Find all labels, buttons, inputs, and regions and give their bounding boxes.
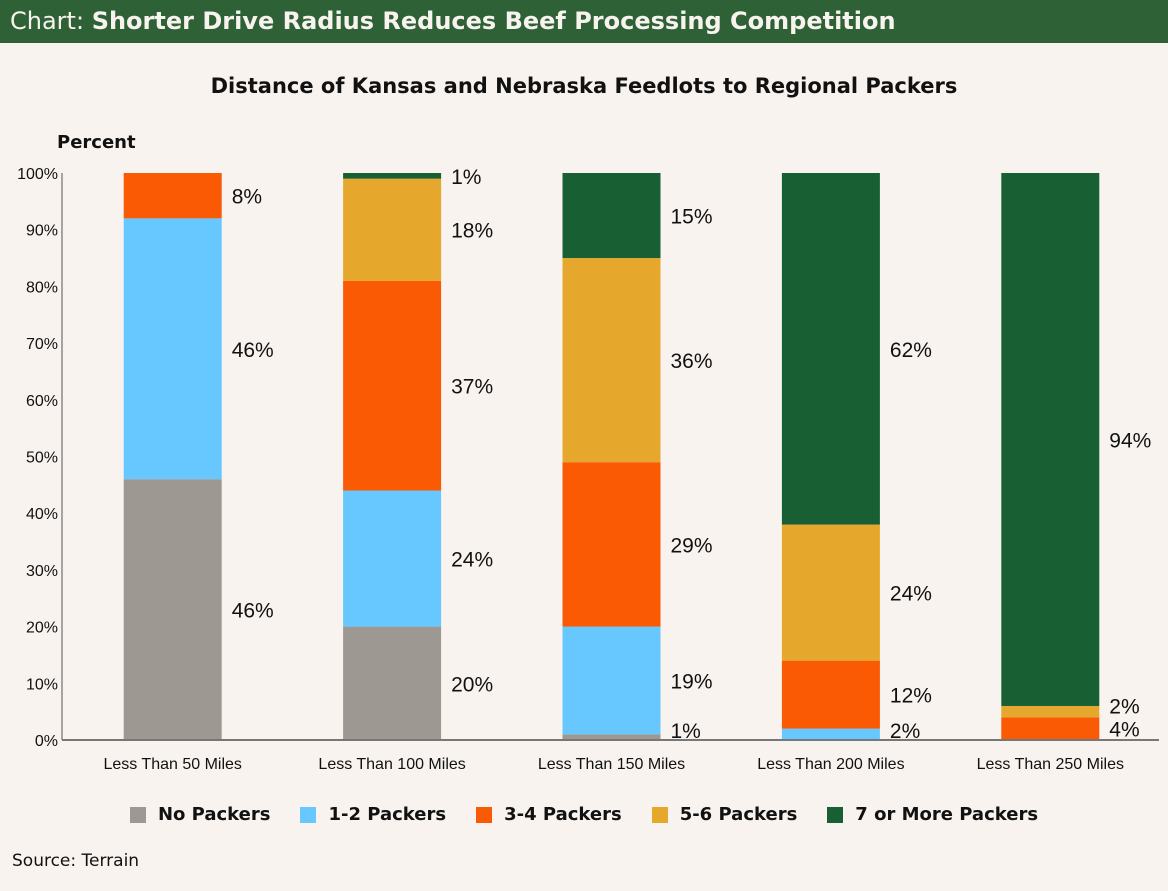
data-label: 8% [232, 186, 262, 209]
bar-segment [781, 173, 880, 525]
legend-swatch [651, 806, 668, 823]
header-title: Shorter Drive Radius Reduces Beef Proces… [91, 7, 896, 35]
data-label: 24% [451, 549, 493, 572]
bar-segment [343, 626, 442, 740]
data-label: 2% [890, 720, 920, 743]
legend-item: 3-4 Packers [476, 804, 622, 825]
y-tick-label: 10% [26, 676, 58, 693]
bar-segment [562, 173, 661, 259]
y-tick-label: 80% [26, 279, 58, 296]
bar-segment [562, 626, 661, 735]
bar-segment [343, 490, 442, 627]
data-label: 94% [1109, 429, 1151, 452]
data-label: 46% [232, 339, 274, 362]
x-tick-label: Less Than 250 Miles [977, 756, 1124, 773]
legend-label: No Packers [157, 804, 271, 825]
data-label: 4% [1109, 719, 1139, 742]
bar-segment [343, 178, 442, 281]
data-label: 24% [890, 583, 932, 606]
data-label: 20% [451, 673, 493, 696]
bar-segment [781, 728, 880, 740]
bar-segment [1001, 717, 1100, 740]
bar-segment [1001, 173, 1100, 706]
y-tick-label: 100% [17, 166, 58, 183]
data-label: 29% [671, 534, 713, 557]
bar-segment [781, 524, 880, 661]
y-tick-label: 50% [26, 450, 58, 467]
y-tick-label: 40% [26, 506, 58, 523]
legend-swatch [129, 806, 146, 823]
header-prefix: Chart: [10, 7, 85, 35]
legend-swatch [827, 806, 844, 823]
bar-segment [343, 173, 442, 179]
legend-item: 1-2 Packers [300, 804, 446, 825]
bar-segment [1001, 705, 1100, 718]
legend-label: 3-4 Packers [504, 804, 622, 825]
y-tick-label: 70% [26, 336, 58, 353]
x-tick-label: Less Than 150 Miles [538, 756, 685, 773]
bar-segment [781, 660, 880, 729]
y-tick-label: 0% [35, 733, 58, 750]
legend-item: 5-6 Packers [651, 804, 798, 825]
data-label: 19% [671, 670, 713, 693]
source-note: Source: Terrain [12, 851, 140, 871]
bar-segment [123, 479, 222, 740]
y-axis-label: Percent [57, 132, 136, 153]
data-label: 15% [671, 206, 713, 229]
legend-swatch [476, 806, 493, 823]
legend-item: 7 or More Packers [827, 804, 1038, 825]
legend-label: 7 or More Packers [855, 804, 1039, 825]
data-label: 37% [451, 376, 493, 399]
data-label: 1% [451, 166, 481, 189]
chart-title: Distance of Kansas and Nebraska Feedlots… [210, 74, 958, 98]
bar-segment [343, 280, 442, 491]
y-tick-label: 30% [26, 563, 58, 580]
y-tick-label: 90% [26, 223, 58, 240]
x-tick-label: Less Than 50 Miles [103, 756, 241, 773]
data-label: 18% [451, 220, 493, 243]
legend-swatch [300, 806, 317, 823]
bar-segment [562, 734, 661, 740]
header-banner: Chart: Shorter Drive Radius Reduces Beef… [0, 0, 1168, 43]
y-tick-label: 60% [26, 393, 58, 410]
legend-label: 5-6 Packers [679, 804, 798, 825]
legend-item: No Packers [129, 804, 271, 825]
data-label: 1% [671, 720, 701, 743]
data-label: 46% [232, 600, 274, 623]
legend-label: 1-2 Packers [328, 804, 447, 825]
data-label: 12% [890, 685, 932, 708]
x-tick-label: Less Than 100 Miles [318, 756, 465, 773]
data-label: 62% [890, 339, 932, 362]
data-label: 2% [1109, 696, 1139, 719]
bar-segment [123, 173, 222, 219]
bar-segment [562, 462, 661, 627]
bar-segment [562, 258, 661, 463]
legend: No Packers 1-2 Packers 3-4 Packers 5-6 Pack… [0, 804, 1168, 825]
x-tick-label: Less Than 200 Miles [757, 756, 904, 773]
data-label: 36% [671, 350, 713, 373]
y-tick-label: 20% [26, 620, 58, 637]
bar-segment [123, 218, 222, 480]
